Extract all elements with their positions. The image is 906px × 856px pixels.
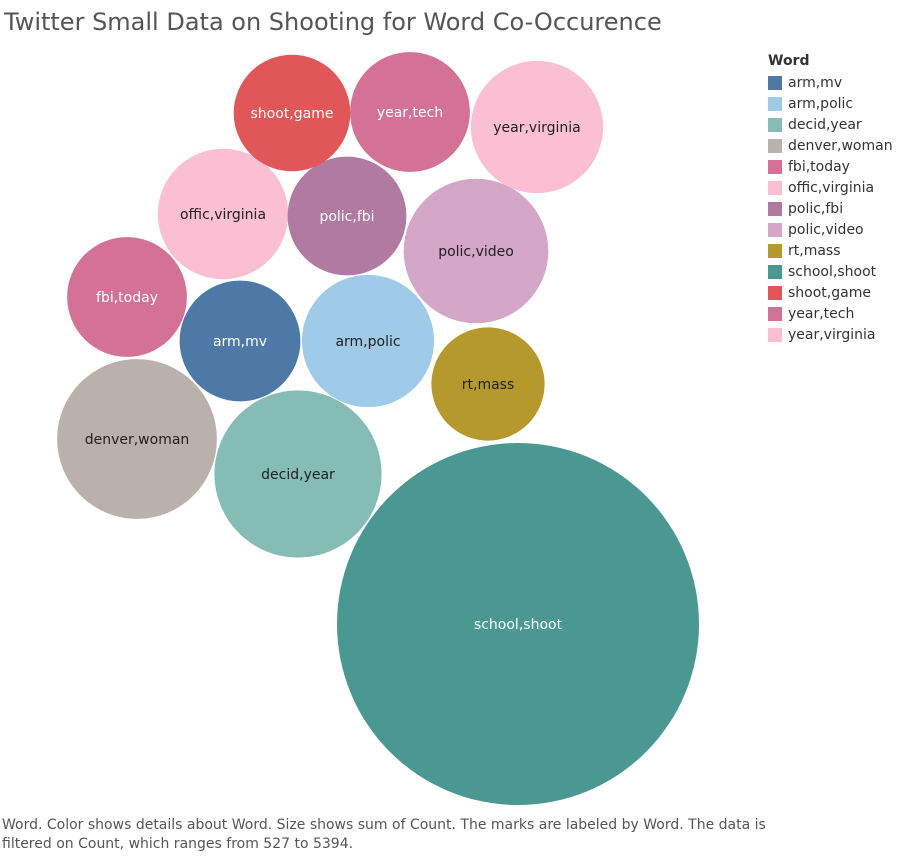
legend-swatch	[768, 222, 782, 237]
bubble-fbi-today[interactable]	[67, 237, 187, 357]
bubble-rt-mass[interactable]	[431, 327, 545, 441]
legend-title: Word	[768, 53, 810, 69]
bubble-year-virginia[interactable]	[470, 60, 604, 194]
legend-swatch	[768, 96, 782, 111]
bubble-label-denver-woman: denver,woman	[85, 432, 190, 448]
legend-label: arm,mv	[788, 74, 843, 91]
legend-swatch	[768, 264, 782, 279]
bubble-label-year-virginia: year,virginia	[493, 120, 581, 136]
legend-label: fbi,today	[788, 158, 850, 175]
bubble-arm-polic[interactable]	[301, 274, 435, 408]
bubble-chart: school,shoot denver,woman decid,year polic,…	[57, 52, 699, 805]
legend-item-shoot-game[interactable]: shoot,game	[768, 282, 893, 303]
legend-item-arm-polic[interactable]: arm,polic	[768, 93, 893, 114]
bubble-label-polic-video: polic,video	[438, 244, 514, 260]
legend-item-fbi-today[interactable]: fbi,today	[768, 156, 893, 177]
legend-swatch	[768, 243, 782, 258]
legend-label: rt,mass	[788, 242, 841, 259]
bubble-polic-fbi[interactable]	[287, 156, 407, 276]
legend-item-year-tech[interactable]: year,tech	[768, 303, 893, 324]
bubble-label-decid-year: decid,year	[261, 467, 335, 483]
legend: Word arm,mv arm,polic decid,year denver,wom…	[768, 53, 893, 345]
bubble-label-school-shoot: school,shoot	[474, 617, 563, 633]
bubble-label-offic-virginia: offic,virginia	[180, 207, 266, 223]
bubble-denver-woman[interactable]	[57, 359, 217, 519]
legend-label: school,shoot	[788, 263, 877, 280]
legend-item-polic-video[interactable]: polic,video	[768, 219, 893, 240]
legend-item-offic-virginia[interactable]: offic,virginia	[768, 177, 893, 198]
bubble-label-arm-mv: arm,mv	[213, 334, 267, 350]
legend-label: polic,fbi	[788, 200, 844, 217]
legend-swatch	[768, 180, 782, 195]
bubble-label-rt-mass: rt,mass	[462, 377, 515, 393]
legend-swatch	[768, 285, 782, 300]
legend-label: offic,virginia	[788, 179, 875, 196]
legend-items: arm,mv arm,polic decid,year denver,woman fbi…	[768, 72, 893, 345]
legend-swatch	[768, 138, 782, 153]
legend-item-school-shoot[interactable]: school,shoot	[768, 261, 893, 282]
legend-item-rt-mass[interactable]: rt,mass	[768, 240, 893, 261]
bubble-label-fbi-today: fbi,today	[96, 290, 158, 306]
legend-label: arm,polic	[788, 95, 854, 112]
bubble-label-polic-fbi: polic,fbi	[319, 209, 374, 225]
legend-label: shoot,game	[788, 284, 871, 301]
bubble-offic-virginia[interactable]	[157, 148, 289, 280]
legend-item-denver-woman[interactable]: denver,woman	[768, 135, 893, 156]
legend-swatch	[768, 117, 782, 132]
legend-label: year,virginia	[788, 326, 876, 343]
legend-item-year-virginia[interactable]: year,virginia	[768, 324, 893, 345]
legend-label: polic,video	[788, 221, 864, 238]
legend-label: decid,year	[788, 116, 862, 133]
legend-swatch	[768, 201, 782, 216]
legend-swatch	[768, 306, 782, 321]
legend-item-arm-mv[interactable]: arm,mv	[768, 72, 893, 93]
footnote: Word. Color shows details about Word. Si…	[2, 817, 766, 852]
bubble-arm-mv[interactable]	[179, 280, 301, 402]
legend-swatch	[768, 159, 782, 174]
legend-label: denver,woman	[788, 137, 893, 154]
bubble-shoot-game[interactable]	[233, 54, 351, 172]
bubble-year-tech[interactable]	[350, 52, 470, 172]
bubble-label-shoot-game: shoot,game	[251, 106, 334, 122]
legend-item-decid-year[interactable]: decid,year	[768, 114, 893, 135]
bubble-school-shoot[interactable]	[337, 443, 699, 805]
bubble-decid-year[interactable]	[214, 390, 382, 558]
bubble-label-arm-polic: arm,polic	[335, 334, 400, 350]
bubble-label-year-tech: year,tech	[377, 105, 443, 121]
chart-title: Twitter Small Data on Shooting for Word …	[4, 8, 662, 36]
bubble-polic-video[interactable]	[403, 178, 549, 324]
legend-label: year,tech	[788, 305, 855, 322]
legend-swatch	[768, 327, 782, 342]
legend-swatch	[768, 75, 782, 90]
legend-item-polic-fbi[interactable]: polic,fbi	[768, 198, 893, 219]
